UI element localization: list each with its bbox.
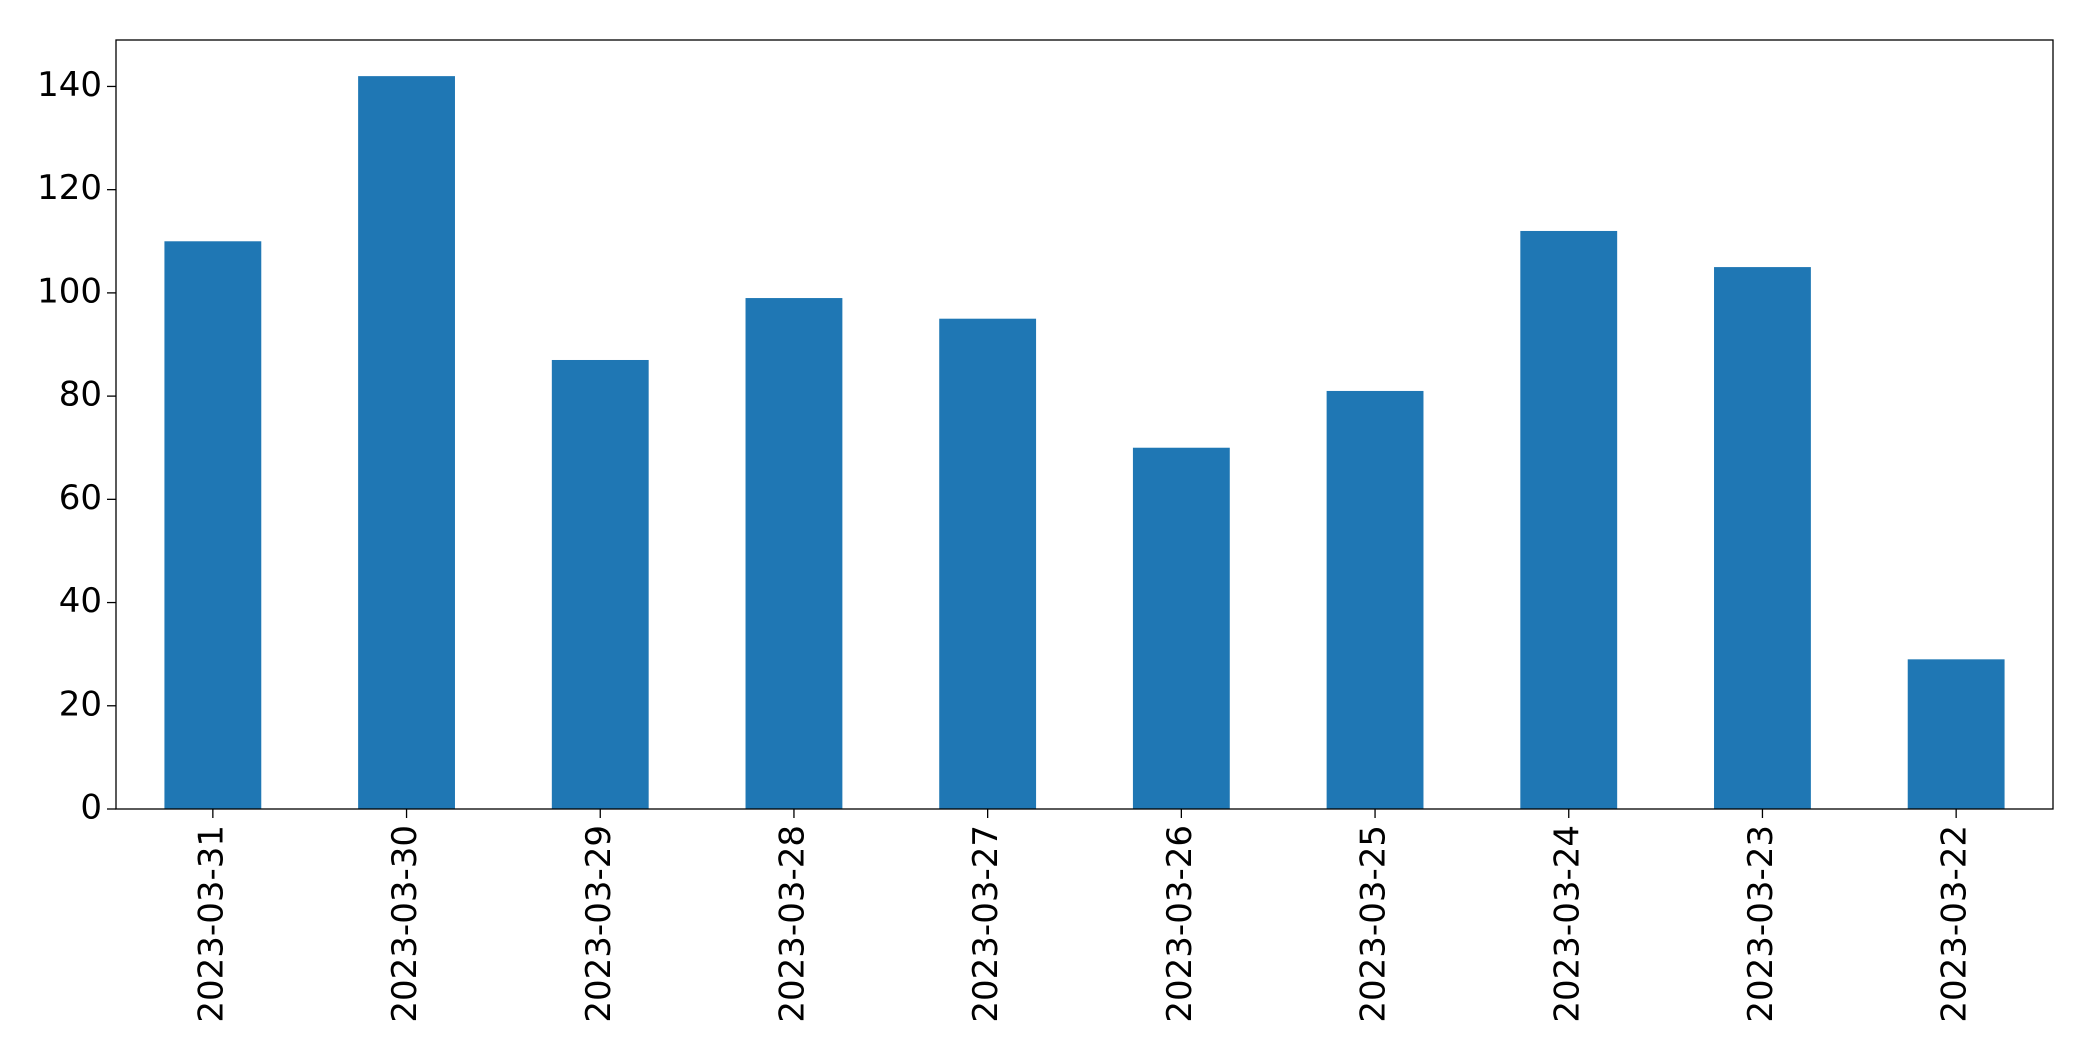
x-tick-label: 2023-03-25 bbox=[1354, 825, 1394, 1023]
bar bbox=[1714, 267, 1811, 809]
x-tick-label: 2023-03-23 bbox=[1741, 825, 1781, 1023]
y-tick-label: 0 bbox=[80, 788, 102, 828]
x-tick-label: 2023-03-29 bbox=[579, 825, 619, 1023]
y-tick-label: 100 bbox=[37, 271, 102, 311]
bar bbox=[358, 76, 455, 810]
y-tick-label: 120 bbox=[37, 168, 102, 208]
plot-frame bbox=[115, 39, 2054, 810]
x-tick-label: 2023-03-30 bbox=[385, 825, 425, 1023]
bar bbox=[551, 359, 649, 809]
y-tick-label: 140 bbox=[37, 65, 102, 105]
x-tick-label: 2023-03-31 bbox=[191, 825, 231, 1023]
bar bbox=[939, 318, 1037, 809]
y-tick-label: 20 bbox=[59, 684, 102, 724]
y-tick-label: 80 bbox=[59, 375, 102, 415]
x-tick-label: 2023-03-22 bbox=[1935, 825, 1975, 1023]
bar bbox=[1326, 390, 1424, 809]
x-tick-label: 2023-03-28 bbox=[772, 825, 812, 1023]
bar bbox=[1907, 659, 2005, 809]
x-tick-label: 2023-03-27 bbox=[966, 825, 1006, 1023]
bar bbox=[1132, 447, 1230, 809]
y-tick-label: 60 bbox=[59, 478, 102, 518]
bar bbox=[745, 298, 843, 809]
x-tick-label: 2023-03-26 bbox=[1160, 825, 1200, 1023]
y-tick-label: 40 bbox=[59, 581, 102, 621]
bar bbox=[1520, 230, 1618, 810]
bar bbox=[164, 241, 262, 810]
x-tick-label: 2023-03-24 bbox=[1547, 825, 1587, 1023]
